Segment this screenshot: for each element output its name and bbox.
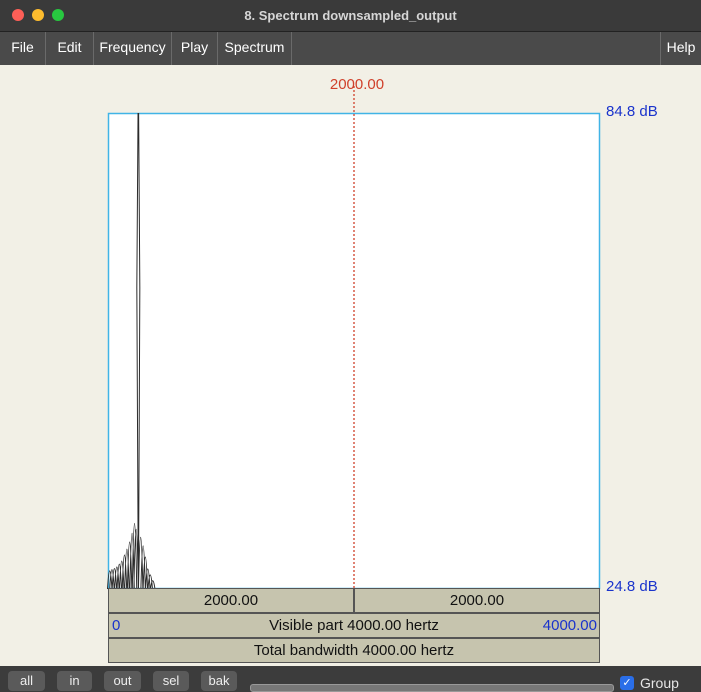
total-bandwidth-bar[interactable]: Total bandwidth 4000.00 hertz bbox=[108, 638, 600, 663]
left-half-bar[interactable]: 2000.00 bbox=[108, 588, 354, 613]
spectrum-plot[interactable] bbox=[4, 66, 701, 666]
window-title: 8. Spectrum downsampled_output bbox=[0, 8, 701, 23]
right-half-value: 2000.00 bbox=[450, 592, 504, 609]
right-half-bar[interactable]: 2000.00 bbox=[354, 588, 600, 613]
visible-right-value: 4000.00 bbox=[543, 617, 597, 635]
visible-part-bar[interactable]: 0 Visible part 4000.00 hertz 4000.00 bbox=[108, 613, 600, 638]
group-checkbox[interactable]: ✓ bbox=[620, 676, 634, 690]
group-label: Group bbox=[640, 675, 679, 691]
menu-frequency[interactable]: Frequency bbox=[94, 32, 172, 65]
menu-file[interactable]: File bbox=[0, 32, 46, 65]
menu-edit[interactable]: Edit bbox=[46, 32, 94, 65]
scroll-slider[interactable] bbox=[250, 684, 614, 692]
zoom-out-button[interactable]: out bbox=[104, 671, 141, 691]
title-bar: 8. Spectrum downsampled_output bbox=[0, 0, 701, 32]
menu-help[interactable]: Help bbox=[660, 32, 701, 65]
menu-spectrum[interactable]: Spectrum bbox=[218, 32, 292, 65]
zoom-all-button[interactable]: all bbox=[8, 671, 45, 691]
zoom-in-button[interactable]: in bbox=[57, 671, 92, 691]
zoom-back-button[interactable]: bak bbox=[201, 671, 237, 691]
visible-left-value: 0 bbox=[112, 617, 120, 635]
total-bandwidth-text: Total bandwidth 4000.00 hertz bbox=[254, 642, 454, 659]
zoom-selection-button[interactable]: sel bbox=[153, 671, 189, 691]
menu-bar: File Edit Frequency Play Spectrum Help bbox=[0, 32, 701, 65]
menu-play[interactable]: Play bbox=[172, 32, 218, 65]
spectrum-area[interactable]: 2000.00 84.8 dB 24.8 dB 2000.00 2000.00 … bbox=[4, 66, 701, 666]
left-half-value: 2000.00 bbox=[204, 592, 258, 609]
visible-part-text: Visible part 4000.00 hertz bbox=[269, 617, 439, 634]
